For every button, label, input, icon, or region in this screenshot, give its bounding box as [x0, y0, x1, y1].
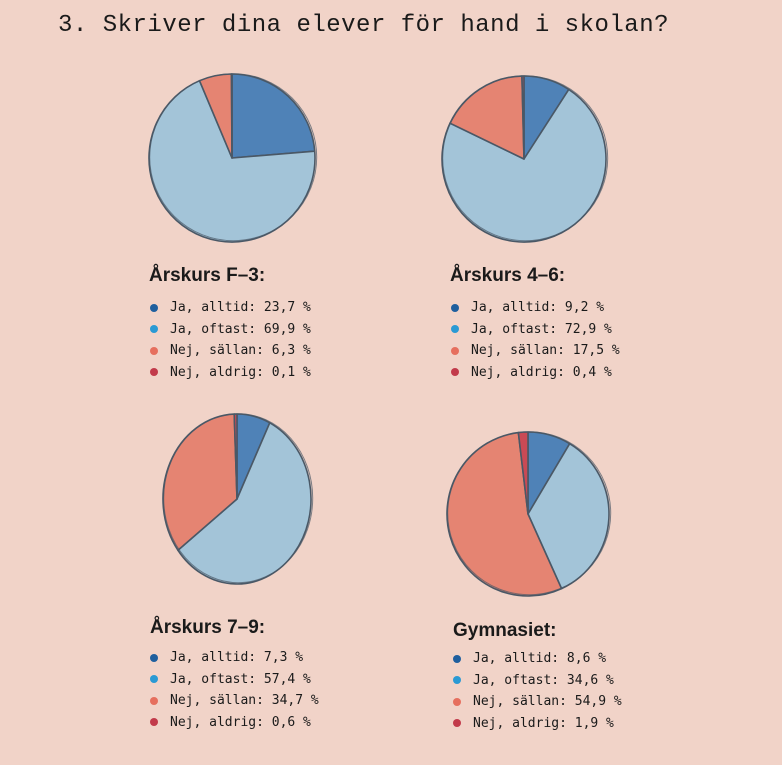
legend-item-nej-sallan: Nej, sällan: 17,5 % — [451, 340, 620, 362]
chart-title-7-9: Årskurs 7–9: — [150, 617, 266, 638]
legend-7-9: Ja, alltid: 7,3 % Ja, oftast: 57,4 % Nej, … — [150, 647, 319, 733]
legend-dot-icon — [150, 696, 158, 705]
legend-item-nej-aldrig: Nej, aldrig: 1,9 % — [453, 713, 622, 735]
legend-item-ja-alltid: Ja, alltid: 9,2 % — [451, 297, 620, 319]
pie-outline — [442, 75, 609, 242]
legend-dot-icon — [451, 346, 459, 355]
legend-dot-icon — [453, 676, 461, 685]
page-title: 3. Skriver dina elever för hand i skolan… — [58, 12, 669, 39]
legend-dot-icon — [451, 325, 459, 334]
legend-dot-icon — [150, 675, 158, 684]
legend-item-ja-alltid: Ja, alltid: 8,6 % — [453, 648, 622, 670]
legend-label: Nej, sällan: 34,7 % — [170, 693, 319, 709]
pie-slice-ja-oftast — [177, 421, 312, 585]
pie-chart-gymnasiet — [446, 431, 612, 597]
legend-item-nej-aldrig: Nej, aldrig: 0,1 % — [150, 362, 311, 384]
legend-label: Ja, oftast: 34,6 % — [473, 672, 614, 688]
legend-item-ja-oftast: Ja, oftast: 69,9 % — [150, 319, 311, 341]
chart-title-gymnasiet: Gymnasiet: — [453, 620, 557, 641]
legend-dot-icon — [150, 303, 158, 312]
legend-label: Nej, aldrig: 0,1 % — [170, 364, 311, 380]
pie-outline — [163, 413, 314, 584]
pie-chart-f3 — [148, 73, 318, 243]
legend-label: Nej, sällan: 6,3 % — [170, 343, 311, 359]
legend-4-6: Ja, alltid: 9,2 % Ja, oftast: 72,9 % Nej, … — [451, 297, 620, 383]
legend-f3: Ja, alltid: 23,7 % Ja, oftast: 69,9 % Nej,… — [150, 297, 311, 383]
legend-label: Ja, alltid: 23,7 % — [170, 300, 311, 316]
legend-dot-icon — [150, 653, 158, 662]
legend-item-nej-sallan: Nej, sällan: 34,7 % — [150, 690, 319, 712]
legend-item-nej-sallan: Nej, sällan: 6,3 % — [150, 340, 311, 362]
legend-label: Ja, alltid: 9,2 % — [471, 300, 605, 316]
pie-outline — [149, 73, 318, 242]
pie-chart-7-9 — [162, 413, 314, 585]
pie-slice-ja-alltid — [231, 73, 316, 159]
legend-item-ja-oftast: Ja, oftast: 57,4 % — [150, 669, 319, 691]
legend-item-ja-oftast: Ja, oftast: 72,9 % — [451, 319, 620, 341]
pie-outline — [447, 431, 612, 596]
legend-item-ja-alltid: Ja, alltid: 7,3 % — [150, 647, 319, 669]
chart-title-f3: Årskurs F–3: — [149, 265, 266, 286]
legend-dot-icon — [150, 346, 158, 355]
legend-dot-icon — [150, 325, 158, 334]
legend-dot-icon — [150, 368, 158, 377]
legend-item-nej-aldrig: Nej, aldrig: 0,4 % — [451, 362, 620, 384]
legend-label: Nej, sällan: 17,5 % — [471, 343, 620, 359]
legend-item-ja-alltid: Ja, alltid: 23,7 % — [150, 297, 311, 319]
legend-dot-icon — [451, 368, 459, 377]
legend-label: Nej, sällan: 54,9 % — [473, 694, 622, 710]
legend-item-ja-oftast: Ja, oftast: 34,6 % — [453, 670, 622, 692]
legend-label: Ja, oftast: 72,9 % — [471, 321, 612, 337]
legend-dot-icon — [453, 654, 461, 663]
legend-label: Ja, oftast: 69,9 % — [170, 321, 311, 337]
chart-title-4-6: Årskurs 4–6: — [450, 265, 566, 286]
legend-item-nej-sallan: Nej, sällan: 54,9 % — [453, 691, 622, 713]
legend-label: Nej, aldrig: 1,9 % — [473, 715, 614, 731]
legend-dot-icon — [453, 697, 461, 706]
legend-label: Nej, aldrig: 0,6 % — [170, 714, 311, 730]
pie-slice-nej-aldrig — [230, 73, 233, 159]
legend-label: Ja, alltid: 7,3 % — [170, 650, 304, 666]
legend-item-nej-aldrig: Nej, aldrig: 0,6 % — [150, 712, 319, 734]
legend-label: Nej, aldrig: 0,4 % — [471, 364, 612, 380]
legend-label: Ja, oftast: 57,4 % — [170, 671, 311, 687]
legend-gymnasiet: Ja, alltid: 8,6 % Ja, oftast: 34,6 % Nej, … — [453, 648, 622, 734]
legend-dot-icon — [451, 303, 459, 312]
legend-dot-icon — [453, 719, 461, 728]
pie-slice-ja-oftast — [441, 88, 607, 243]
legend-label: Ja, alltid: 8,6 % — [473, 651, 607, 667]
legend-dot-icon — [150, 718, 158, 727]
pie-chart-4-6 — [441, 75, 609, 243]
